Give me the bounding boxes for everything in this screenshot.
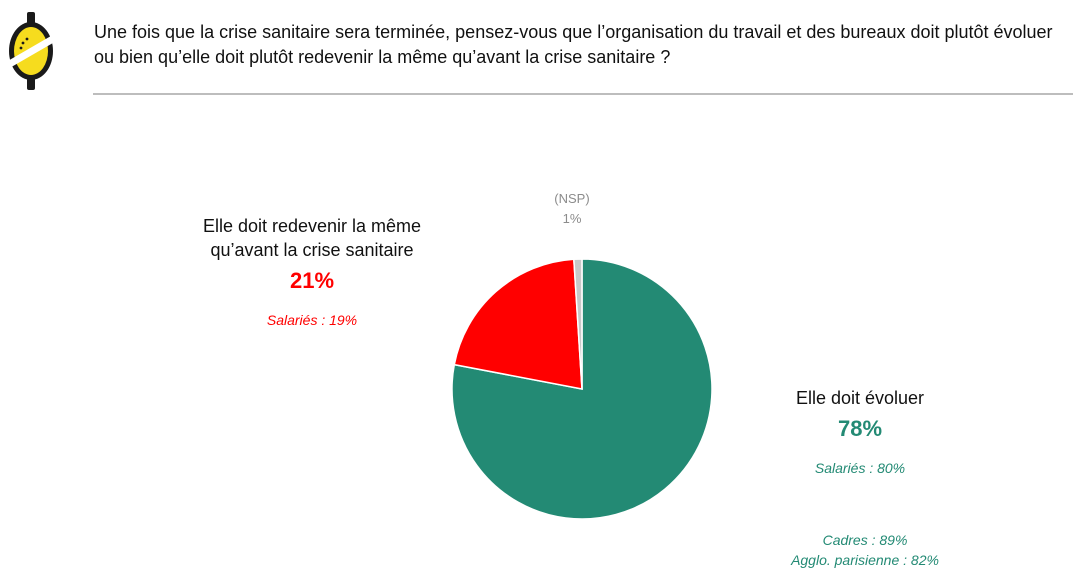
- evoluer-cadres: Cadres : 89%: [822, 532, 908, 548]
- nsp-label: (NSP) 1%: [530, 189, 614, 229]
- redevenir-label-line2: qu’avant la crise sanitaire: [210, 240, 414, 260]
- redevenir-label: Elle doit redevenir la même qu’avant la …: [172, 214, 452, 330]
- redevenir-label-line1: Elle doit redevenir la même: [202, 216, 422, 236]
- question-text: Une fois que la crise sanitaire sera ter…: [94, 22, 1053, 67]
- evoluer-label: Elle doit évoluer 78% Salariés : 80%: [735, 386, 985, 478]
- evoluer-percent: 78%: [837, 416, 883, 441]
- evoluer-salaries: Salariés : 80%: [814, 460, 906, 476]
- divider: [93, 93, 1073, 95]
- nsp-label-text: (NSP): [554, 191, 590, 206]
- pie-slice-nsp: [573, 258, 583, 390]
- evoluer-agglo: Agglo. parisienne : 82%: [791, 552, 939, 568]
- nsp-percent: 1%: [562, 211, 582, 226]
- pie-chart: [451, 258, 713, 520]
- redevenir-salaries: Salariés : 19%: [266, 312, 358, 328]
- evoluer-label-text: Elle doit évoluer: [795, 388, 925, 408]
- evoluer-subgroups: Cadres : 89% Agglo. parisienne : 82%: [760, 530, 970, 570]
- redevenir-percent: 21%: [289, 268, 335, 293]
- pie-slice-redevenir: [453, 258, 583, 390]
- brand-logo: [8, 12, 54, 90]
